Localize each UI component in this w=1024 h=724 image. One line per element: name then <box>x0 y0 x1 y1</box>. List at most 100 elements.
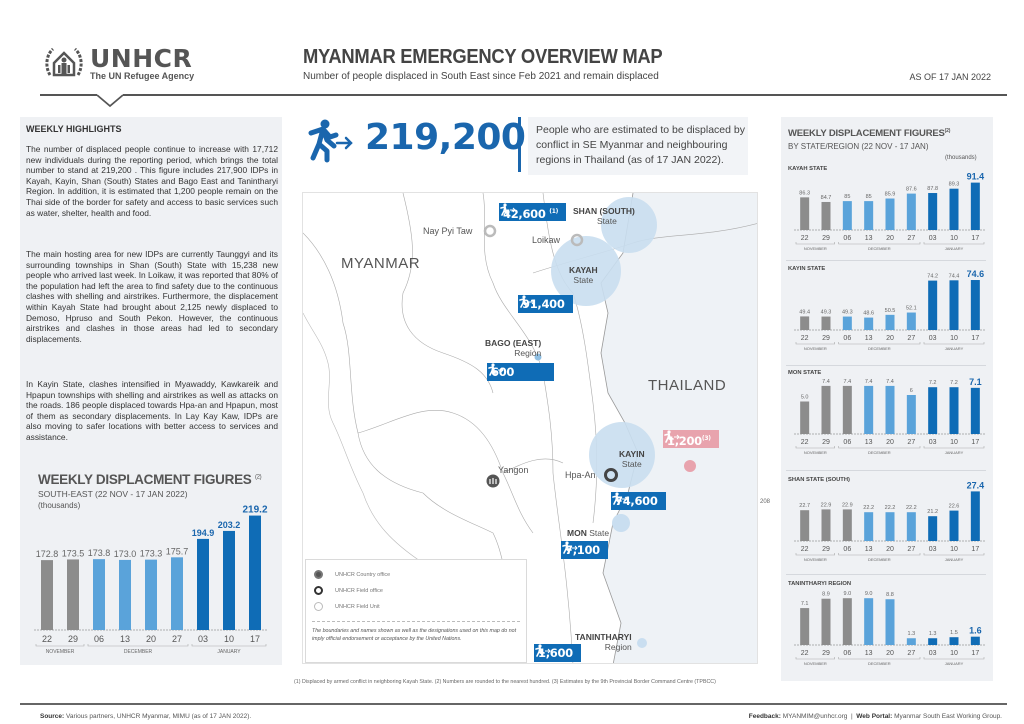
svg-text:7.4: 7.4 <box>844 379 852 385</box>
field-unit-icon <box>314 602 323 611</box>
bar <box>821 509 831 541</box>
svg-text:17: 17 <box>971 235 979 242</box>
highlights-title: WEEKLY HIGHLIGHTS <box>26 124 122 134</box>
legend-field-office: UNHCR Field office <box>314 586 383 595</box>
svg-text:173.3: 173.3 <box>140 549 163 559</box>
svg-text:1.6: 1.6 <box>969 626 982 636</box>
svg-text:85: 85 <box>844 194 850 200</box>
svg-text:87.8: 87.8 <box>927 186 938 192</box>
bar <box>970 491 980 541</box>
kayah-chart: KAYAH STATE 86.3 22 84.7 29 85 06 85 13 85.9 20 87.… <box>788 166 986 251</box>
label-mon: MON State <box>567 528 610 538</box>
badge-kayah[interactable]: 91,400 <box>518 295 573 313</box>
bar <box>970 636 980 645</box>
bar <box>928 193 938 230</box>
svg-text:22.9: 22.9 <box>821 502 832 508</box>
field-office-icon <box>314 586 323 595</box>
svg-text:86.3: 86.3 <box>799 190 810 196</box>
svg-text:13: 13 <box>120 634 130 644</box>
svg-text:7.1: 7.1 <box>969 377 982 387</box>
bar <box>249 515 261 630</box>
svg-text:7.4: 7.4 <box>886 379 894 385</box>
bar <box>970 387 980 434</box>
mon-bubble <box>612 514 630 532</box>
svg-text:NOVEMBER: NOVEMBER <box>804 450 827 455</box>
svg-text:NOVEMBER: NOVEMBER <box>804 557 827 562</box>
svg-text:DECEMBER: DECEMBER <box>868 661 891 666</box>
legend-field-unit: UNHCR Field Unit <box>314 602 380 611</box>
label-shan-south: SHAN (SOUTH) State <box>573 206 635 226</box>
svg-text:22: 22 <box>801 235 809 242</box>
bar <box>885 512 895 541</box>
svg-text:13: 13 <box>865 546 873 553</box>
bar <box>67 559 79 630</box>
map-side-number: 208 <box>760 499 771 505</box>
bar <box>171 557 183 630</box>
svg-text:20: 20 <box>886 439 894 446</box>
bar <box>842 201 852 230</box>
svg-text:NOVEMBER: NOVEMBER <box>804 346 827 351</box>
svg-text:89.3: 89.3 <box>949 182 960 188</box>
displaced-person-arrow-icon <box>500 203 516 216</box>
badge-shan-south[interactable]: 42,600 (1) <box>499 203 567 221</box>
svg-text:10: 10 <box>950 650 958 657</box>
page-subtitle: Number of people displaced in South East… <box>303 71 659 82</box>
svg-text:173.0: 173.0 <box>114 549 137 559</box>
svg-text:JANUARY: JANUARY <box>945 661 964 666</box>
bar <box>906 193 916 230</box>
bar <box>928 280 938 330</box>
svg-text:27: 27 <box>907 650 915 657</box>
unhcr-emblem-icon <box>44 45 84 83</box>
svg-text:22: 22 <box>801 439 809 446</box>
svg-text:03: 03 <box>929 335 937 342</box>
svg-text:13: 13 <box>865 235 873 242</box>
displaced-person-arrow-icon <box>488 363 504 376</box>
bar <box>223 530 235 630</box>
chart-divider <box>786 260 986 261</box>
bar <box>41 560 53 630</box>
badge-mon[interactable]: 7,100 <box>561 541 608 559</box>
badge-tanintharyi[interactable]: 1,600 <box>534 644 581 662</box>
svg-text:29: 29 <box>822 439 830 446</box>
bar <box>842 509 852 541</box>
svg-text:DECEMBER: DECEMBER <box>868 246 891 251</box>
feedback-email-link[interactable]: MYANMIM@unhcr.org <box>782 713 848 720</box>
svg-text:7.1: 7.1 <box>801 601 809 607</box>
svg-text:8.9: 8.9 <box>822 592 830 598</box>
badge-bago-east[interactable]: 600 <box>487 363 554 381</box>
bar <box>970 182 980 230</box>
bar <box>970 280 980 330</box>
svg-text:27: 27 <box>172 634 182 644</box>
badge-kayin[interactable]: 74,600 <box>611 492 666 510</box>
svg-text:5.0: 5.0 <box>801 395 809 401</box>
svg-text:13: 13 <box>865 335 873 342</box>
svg-text:29: 29 <box>68 634 78 644</box>
svg-text:17: 17 <box>971 546 979 553</box>
map-disclaimer: The boundaries and names shown as well a… <box>312 628 517 642</box>
hpa-an-field-office-icon <box>604 468 618 482</box>
bar <box>800 608 810 645</box>
footer-contact: Feedback: MYANMIM@unhcr.org | Web Portal… <box>748 713 1002 720</box>
badge-thailand[interactable]: 1,200(3) <box>663 430 719 448</box>
footnotes: (1) Displaced by armed conflict in neigh… <box>294 679 716 685</box>
svg-text:22.2: 22.2 <box>906 505 917 511</box>
svg-text:06: 06 <box>843 235 851 242</box>
logo-tagline: The UN Refugee Agency <box>90 71 195 81</box>
svg-text:27: 27 <box>907 546 915 553</box>
svg-text:175.7: 175.7 <box>166 546 189 556</box>
label-tanintharyi: TANINTHARYI Region <box>575 632 632 652</box>
stat-divider <box>518 117 521 172</box>
svg-text:52.1: 52.1 <box>906 306 917 312</box>
state-figures-unit: (thousands) <box>945 155 977 161</box>
bar <box>949 510 959 541</box>
bar <box>949 280 959 330</box>
svg-text:06: 06 <box>843 546 851 553</box>
bar <box>842 385 852 434</box>
map-basemap <box>303 193 757 663</box>
web-portal-link[interactable]: Myanmar South East Working Group. <box>894 713 1002 720</box>
displacement-map[interactable]: MYANMAR THAILAND Nay Pyi Taw Loikaw Yang… <box>302 192 758 664</box>
svg-text:219.2: 219.2 <box>242 505 267 516</box>
bar <box>949 387 959 434</box>
bar <box>949 188 959 230</box>
chart-divider <box>786 574 986 575</box>
